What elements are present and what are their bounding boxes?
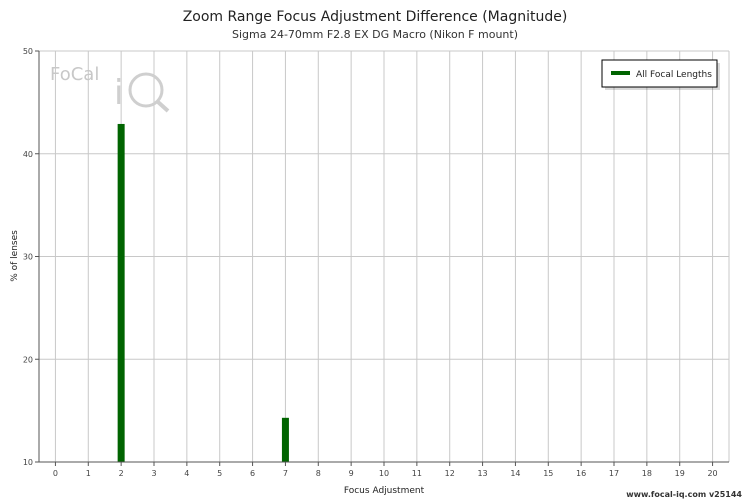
legend: All Focal Lengths xyxy=(601,59,720,90)
x-tick-label: 17 xyxy=(609,469,619,478)
magnifier-icon xyxy=(128,72,164,108)
x-tick-label: 19 xyxy=(675,469,685,478)
x-tick-label: 7 xyxy=(283,469,288,478)
x-tick-label: 9 xyxy=(349,469,354,478)
x-tick-label: 20 xyxy=(707,469,717,478)
x-tick-label: 8 xyxy=(316,469,321,478)
x-tick-label: 11 xyxy=(412,469,422,478)
bar xyxy=(281,417,289,462)
chart-title: Zoom Range Focus Adjustment Difference (… xyxy=(183,9,568,25)
y-tick-label: 40 xyxy=(23,150,33,159)
x-tick-label: 15 xyxy=(543,469,553,478)
chart-subtitle: Sigma 24-70mm F2.8 EX DG Macro (Nikon F … xyxy=(232,28,518,41)
legend-label: All Focal Lengths xyxy=(636,70,712,80)
x-tick-label: 3 xyxy=(151,469,156,478)
y-tick-labels: 10 20 30 40 50 xyxy=(23,47,33,467)
x-tick-label: 1 xyxy=(86,469,91,478)
axes xyxy=(35,50,729,466)
x-tick-label: 12 xyxy=(445,469,455,478)
bar xyxy=(117,123,125,462)
x-tick-labels: 0 1 2 3 4 5 6 7 8 9 10 11 12 13 14 15 16 17 18 19 20 xyxy=(53,469,718,478)
x-tick-label: 2 xyxy=(119,469,124,478)
x-tick-label: 14 xyxy=(510,469,520,478)
focal-iq-logo: FoCal i xyxy=(50,64,170,113)
x-tick-label: 18 xyxy=(642,469,652,478)
footer-credit: www.focal-iq.com v25144 xyxy=(626,490,742,499)
grid xyxy=(39,50,730,463)
y-axis-label: % of lenses xyxy=(10,230,20,282)
x-axis-label: Focus Adjustment xyxy=(344,486,425,496)
y-tick-label: 30 xyxy=(23,253,33,262)
y-tick-label: 10 xyxy=(23,458,33,467)
logo-iq-letter: i xyxy=(114,73,123,113)
x-tick-label: 5 xyxy=(217,469,222,478)
logo-text: FoCal xyxy=(50,64,99,85)
x-tick-label: 13 xyxy=(477,469,487,478)
x-tick-label: 0 xyxy=(53,469,58,478)
y-tick-label: 50 xyxy=(23,47,33,56)
x-tick-label: 16 xyxy=(576,469,586,478)
x-tick-label: 10 xyxy=(379,469,389,478)
magnifier-handle xyxy=(156,100,170,113)
y-tick-label: 20 xyxy=(23,355,33,364)
x-tick-label: 4 xyxy=(184,469,189,478)
x-tick-label: 6 xyxy=(250,469,255,478)
bars xyxy=(117,123,289,462)
